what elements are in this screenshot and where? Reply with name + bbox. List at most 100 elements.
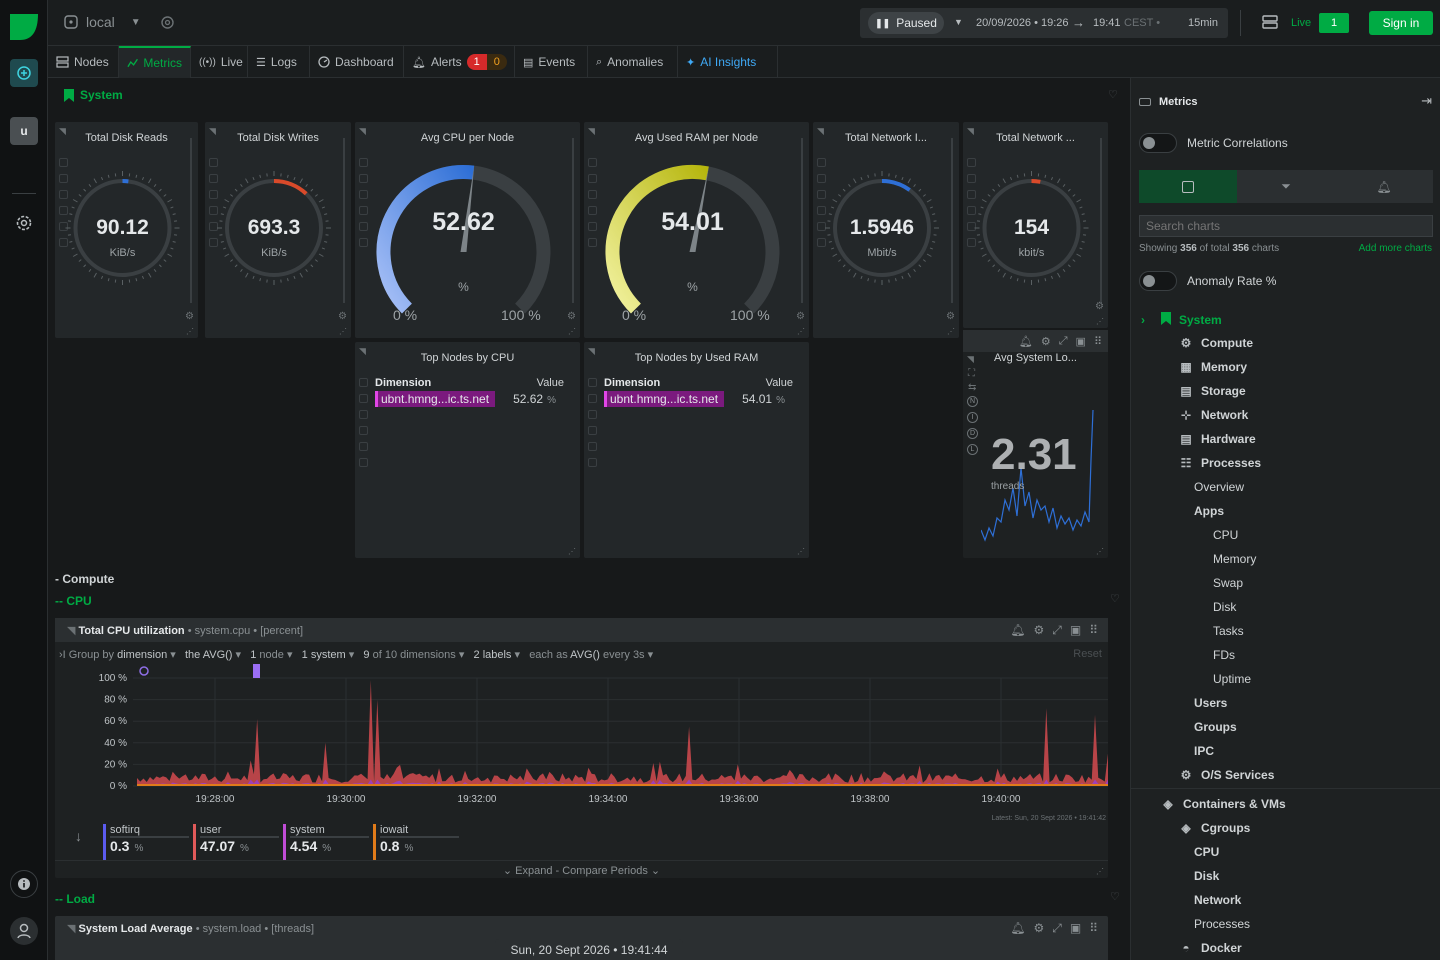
side-toolbar-icon[interactable] xyxy=(359,394,368,403)
side-toolbar-icon[interactable] xyxy=(588,458,597,467)
heart-icon[interactable]: ♡ xyxy=(1110,593,1120,605)
tab-events[interactable]: ▤ Events xyxy=(515,46,588,78)
side-toolbar-icon[interactable] xyxy=(967,238,976,247)
side-toolbar-icon[interactable] xyxy=(59,206,68,215)
tree-item[interactable]: IPC xyxy=(1194,744,1214,758)
drag-handle-icon[interactable]: ⠿ xyxy=(1089,921,1098,935)
toggle-switch[interactable] xyxy=(1139,271,1177,291)
side-toolbar-icon[interactable] xyxy=(588,378,597,387)
tree-item[interactable]: Users xyxy=(1194,696,1227,710)
side-toolbar-icon[interactable] xyxy=(967,190,976,199)
tree-item[interactable]: ☷ Processes xyxy=(1179,456,1261,470)
metric-correlations-toggle[interactable]: Metric Correlations xyxy=(1139,133,1288,153)
resize-handle-icon[interactable]: ⋰ xyxy=(186,327,194,336)
legend-item[interactable]: iowait 0.8% xyxy=(373,824,459,860)
room-avatar[interactable]: u xyxy=(10,117,38,145)
tree-item[interactable]: Network xyxy=(1194,893,1241,907)
swap-icon[interactable]: ⇆ xyxy=(968,382,977,393)
side-toolbar-icon[interactable] xyxy=(359,190,368,199)
side-toolbar-icon[interactable] xyxy=(359,206,368,215)
side-toolbar-icon[interactable] xyxy=(967,174,976,183)
space-selector[interactable]: local ▼ xyxy=(64,14,141,30)
chevron-right-icon[interactable]: › xyxy=(1141,313,1145,327)
tree-item[interactable]: Groups xyxy=(1194,720,1237,734)
tree-item[interactable]: Disk xyxy=(1213,600,1236,614)
side-toolbar-icon[interactable] xyxy=(359,442,368,451)
bell-icon[interactable]: 🔔︎ xyxy=(1018,335,1033,348)
tree-item[interactable]: ◈ Cgroups xyxy=(1179,821,1250,835)
resize-handle-icon[interactable]: ⋰ xyxy=(797,547,805,556)
bell-icon[interactable]: 🔔︎ xyxy=(1010,921,1026,935)
resize-handle-icon[interactable]: ⋰ xyxy=(947,327,955,336)
highlight-marker[interactable] xyxy=(253,664,260,678)
scroll-bar[interactable] xyxy=(572,138,574,303)
gauge-settings-icon[interactable]: ⚙ xyxy=(946,311,955,322)
side-toolbar-icon[interactable] xyxy=(817,206,826,215)
anomaly-rate-toggle[interactable]: Anomaly Rate % xyxy=(1139,271,1276,291)
sliders-icon[interactable]: ⚙ xyxy=(1033,921,1045,935)
tree-item[interactable]: Memory xyxy=(1213,552,1256,566)
annotation-marker-icon[interactable] xyxy=(139,666,149,676)
tree-item[interactable]: › System xyxy=(1141,312,1222,328)
side-toolbar-icon[interactable] xyxy=(588,158,597,167)
side-toolbar-icon[interactable] xyxy=(817,174,826,183)
side-toolbar-icon[interactable] xyxy=(209,174,218,183)
side-toolbar-icon[interactable] xyxy=(817,222,826,231)
gauge-settings-icon[interactable]: ⚙ xyxy=(567,311,576,322)
legend-item[interactable]: system 4.54% xyxy=(283,824,369,860)
tree-item[interactable]: FDs xyxy=(1213,648,1235,662)
tree-item[interactable]: ◓ Docker xyxy=(1179,941,1241,955)
resize-handle-icon[interactable]: ⋰ xyxy=(1096,867,1104,876)
heart-icon[interactable]: ♡ xyxy=(1108,89,1118,101)
side-toolbar-icon[interactable] xyxy=(359,222,368,231)
tab-dashboard[interactable]: Dashboard xyxy=(310,46,404,78)
side-letter-icon[interactable]: L xyxy=(967,444,978,455)
alerts-critical-badge[interactable]: 1 xyxy=(466,54,487,70)
tree-item[interactable]: ⚙ O/S Services xyxy=(1179,768,1275,782)
scroll-bar[interactable] xyxy=(190,138,192,303)
side-toolbar-icon[interactable] xyxy=(359,458,368,467)
gauge-settings-icon[interactable]: ⚙ xyxy=(338,311,347,322)
tree-item[interactable]: Disk xyxy=(1194,869,1219,883)
scroll-bar[interactable] xyxy=(951,138,953,303)
side-toolbar-icon[interactable] xyxy=(967,206,976,215)
heart-icon[interactable]: ♡ xyxy=(1110,891,1120,903)
tree-item[interactable]: Swap xyxy=(1213,576,1243,590)
side-toolbar-icon[interactable] xyxy=(209,158,218,167)
sliders-icon[interactable]: ⚙ xyxy=(1040,335,1051,348)
tree-item[interactable]: Overview xyxy=(1194,480,1244,494)
side-toolbar-icon[interactable] xyxy=(59,190,68,199)
alerts-tab[interactable]: 🔔︎ xyxy=(1335,170,1433,203)
tab-nodes[interactable]: Nodes xyxy=(48,46,119,78)
scroll-bar[interactable] xyxy=(801,138,803,303)
tree-item[interactable]: ▤ Storage xyxy=(1179,384,1245,398)
expand-icon[interactable]: ⤢ xyxy=(1052,921,1062,935)
tree-item[interactable]: ⚙ Compute xyxy=(1179,336,1253,350)
space-settings-gear-icon[interactable] xyxy=(160,15,175,33)
side-letter-icon[interactable]: I xyxy=(967,412,978,423)
tab-logs[interactable]: ☰ Logs xyxy=(248,46,310,78)
side-toolbar-icon[interactable] xyxy=(967,158,976,167)
sign-in-button[interactable]: Sign in xyxy=(1369,11,1433,35)
toggle-switch[interactable] xyxy=(1139,133,1177,153)
side-toolbar-icon[interactable] xyxy=(59,222,68,231)
tree-item[interactable]: Apps xyxy=(1194,504,1224,518)
drag-handle-icon[interactable]: ⠿ xyxy=(1089,623,1098,637)
side-toolbar-icon[interactable] xyxy=(588,410,597,419)
resize-handle-icon[interactable]: ⋰ xyxy=(568,327,576,336)
tree-item[interactable]: CPU xyxy=(1213,528,1238,542)
collapse-panel-icon[interactable]: ⇥ xyxy=(1421,93,1432,108)
save-icon[interactable]: ▣ xyxy=(1069,921,1082,935)
filters-tab[interactable]: ⏷ xyxy=(1237,170,1335,203)
tab-anomalies[interactable]: ⌕ Anomalies xyxy=(588,46,678,78)
group-by-filter[interactable]: ›I Group by dimension ▾ xyxy=(59,649,176,661)
chevron-down-icon[interactable]: ▼ xyxy=(954,17,963,27)
tree-item[interactable]: CPU xyxy=(1194,845,1219,859)
resize-handle-icon[interactable]: ⋰ xyxy=(339,327,347,336)
resize-handle-icon[interactable]: ⋰ xyxy=(1096,547,1104,556)
side-toolbar-icon[interactable] xyxy=(359,158,368,167)
resize-handle-icon[interactable]: ⋰ xyxy=(1096,317,1104,326)
gauge-settings-icon[interactable]: ⚙ xyxy=(185,311,194,322)
expand-icon[interactable]: ⤢ xyxy=(1058,334,1068,347)
side-toolbar-icon[interactable] xyxy=(59,238,68,247)
